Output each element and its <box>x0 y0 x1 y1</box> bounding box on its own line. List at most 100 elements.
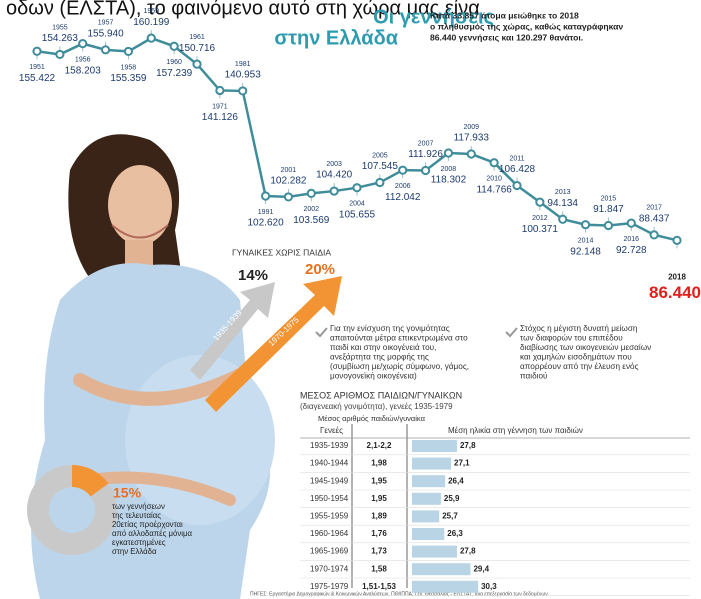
note-line: (συμβίωση με/χωρίς σύμφωνο, γάμος, <box>330 362 469 371</box>
year-label: 2015 <box>601 195 617 202</box>
value-label: 92.148 <box>570 246 601 257</box>
value-label: 102.620 <box>247 218 284 229</box>
value-label: 114.766 <box>476 184 512 195</box>
value-label: 91.847 <box>593 204 624 215</box>
year-label: 2013 <box>555 189 571 196</box>
value-label: 155.940 <box>87 28 124 39</box>
point <box>513 182 520 189</box>
year-label: 1961 <box>189 34 205 41</box>
year-label: 1956 <box>75 56 91 63</box>
column-header: Μέση ηλικία στη γέννηση των παιδιών <box>448 426 583 435</box>
point <box>56 51 63 58</box>
note-line: παιδιού <box>520 372 548 381</box>
children-value: 1,95 <box>371 476 387 485</box>
caption-line: εγκατεστημένες <box>112 538 166 547</box>
children-value: 1,95 <box>371 494 387 503</box>
point <box>673 237 680 244</box>
note-line: παιδί και στην οικογένειά του, <box>330 343 436 352</box>
year-label: 2018 <box>668 272 686 281</box>
point <box>79 40 86 47</box>
point <box>628 220 635 227</box>
value-label: 160.199 <box>133 17 170 28</box>
year-label: 2012 <box>532 215 548 222</box>
category-label: 1945-1949 <box>310 476 349 485</box>
note-line: των διαφορών του επιπέδου <box>520 334 623 343</box>
value-label: 140.953 <box>225 70 262 81</box>
children-value: 2,1-2,2 <box>367 441 392 450</box>
point <box>582 221 589 228</box>
note-line: απορρέουν από την έλευση ενός <box>520 362 639 371</box>
value-label: 27,1 <box>454 459 470 468</box>
year-label: 2008 <box>441 166 457 173</box>
childless-share: 20% <box>305 261 335 278</box>
value-label: 141.126 <box>202 112 239 123</box>
children-value: 1,98 <box>371 459 387 468</box>
category-label: 1950-1954 <box>310 494 349 503</box>
caption-line: από αλλοδαπές μόνιμα <box>112 529 192 538</box>
value-label: 88.437 <box>639 214 670 225</box>
year-label: 2004 <box>349 201 365 208</box>
value-label: 25,9 <box>444 494 460 503</box>
point <box>399 167 406 174</box>
point <box>536 199 543 206</box>
note-line: ανεξάρτητα της μορφής της <box>330 353 429 362</box>
value-label: 107.545 <box>362 161 399 172</box>
children-value: 1,89 <box>371 512 387 521</box>
category-label: 1960-1964 <box>310 529 349 538</box>
infographic: οδων (ΕΛΣΤΑ), το φαινόμενο αυτό στη χώρα… <box>0 0 701 599</box>
bar <box>412 581 478 593</box>
category-label: 1970-1974 <box>310 564 349 573</box>
children-value: 1,51-1,53 <box>362 582 396 591</box>
year-label: 2017 <box>646 205 662 212</box>
chart-title: στην Ελλάδα <box>274 27 398 49</box>
caption-line: των γεννήσεων <box>112 502 165 511</box>
year-label: 1959 <box>143 8 159 15</box>
category-label: 1940-1944 <box>310 459 349 468</box>
value-label: 158.203 <box>65 65 102 76</box>
year-label: 2002 <box>303 206 319 213</box>
year-label: 1960 <box>166 59 182 66</box>
point <box>262 192 269 199</box>
year-label: 2006 <box>395 183 411 190</box>
value-label: 154.263 <box>42 33 79 44</box>
bar <box>412 563 470 575</box>
point <box>331 187 338 194</box>
caption-line: στην Ελλάδα <box>112 547 157 556</box>
bar <box>412 546 457 558</box>
bar <box>412 528 444 540</box>
bar <box>412 510 439 522</box>
note-line: διαβίωσης των οικογενειών μεσαίων <box>520 343 651 352</box>
value-label: 112.042 <box>385 192 421 203</box>
note-line: απαιτούνται μέτρα επικεντρωμένα στο <box>330 334 468 343</box>
childless-title: ΓΥΝΑΙΚΕΣ ΧΩΡΙΣ ΠΑΙΔΙΑ <box>232 247 331 257</box>
point <box>33 48 40 55</box>
category-label: 1975-1979 <box>310 582 349 591</box>
value-label: 26,4 <box>448 476 464 485</box>
value-label: 118.302 <box>431 175 467 186</box>
point <box>216 87 223 94</box>
note-line: Για την ενίσχυση της γονιμότητας <box>330 324 450 333</box>
value-label: 111.926 <box>408 149 443 160</box>
value-label: 30,3 <box>481 582 497 591</box>
year-label: 1971 <box>212 103 228 110</box>
caption-line: 20ετίας προέρχονται <box>112 520 183 529</box>
check-icon <box>506 328 517 336</box>
value-label: 86.440 <box>649 283 701 302</box>
point <box>491 159 498 166</box>
value-label: 102.282 <box>270 176 307 187</box>
chart-subtitle: ο πληθυσμός της χώρας, καθώς καταγράφηκα… <box>430 21 623 31</box>
value-label: 26,3 <box>447 529 463 538</box>
column-header: Γενεές <box>320 426 343 435</box>
year-label: 1958 <box>121 64 137 71</box>
note-line: μονογονεϊκή οικογένεια) <box>330 372 417 381</box>
chart-subtitle: 86.440 γεννήσεις και 120.297 θανάτοι. <box>430 32 583 42</box>
category-label: 1965-1969 <box>310 547 349 556</box>
childless-share: 14% <box>238 267 268 284</box>
chart-subtitle: Κατά 33.857 άτομα μειώθηκε το 2018 <box>430 10 579 20</box>
caption-line: της τελευταίας <box>112 511 161 520</box>
value-label: 92.728 <box>616 245 647 256</box>
year-label: 2014 <box>578 238 594 245</box>
children-value: 1,58 <box>371 564 387 573</box>
point <box>353 184 360 191</box>
point <box>559 216 566 223</box>
